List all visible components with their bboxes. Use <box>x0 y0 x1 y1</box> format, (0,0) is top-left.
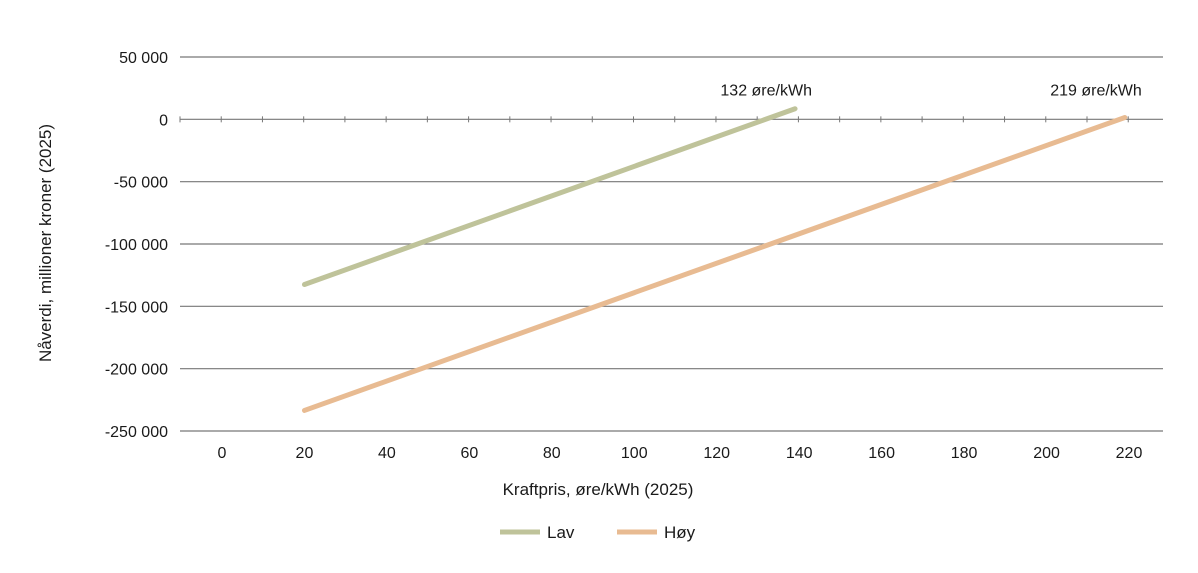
x-tick-label: 40 <box>378 445 396 462</box>
legend-label-hoy: Høy <box>664 523 696 542</box>
x-tick-label: 160 <box>868 445 895 462</box>
y-tick-label: -150 000 <box>105 299 168 316</box>
y-tick-label: -50 000 <box>114 175 168 192</box>
series-line-lav <box>301 106 798 288</box>
x-tick-label: 200 <box>1033 445 1060 462</box>
x-tick-labels: 0 20 40 60 80 100 120 140 160 180 200 220 <box>218 445 1143 462</box>
x-tick-label: 140 <box>786 445 813 462</box>
gridlines <box>179 56 1163 432</box>
x-tick-label: 180 <box>951 445 978 462</box>
x-tick-label: 80 <box>543 445 561 462</box>
y-tick-label: -200 000 <box>105 362 168 379</box>
y-tick-label: 50 000 <box>119 50 168 67</box>
x-tick-label: 220 <box>1116 445 1143 462</box>
annotations: 132 øre/kWh 219 øre/kWh <box>720 83 1141 100</box>
annotation-label: 132 øre/kWh <box>720 83 812 100</box>
x-tick-label: 120 <box>703 445 730 462</box>
legend: Lav Høy <box>500 523 696 542</box>
x-tick-label: 20 <box>296 445 314 462</box>
y-tick-label: -250 000 <box>105 424 168 441</box>
x-tick-label: 0 <box>218 445 227 462</box>
legend-label-lav: Lav <box>547 523 575 542</box>
series-lines <box>301 106 1128 413</box>
annotation-label: 219 øre/kWh <box>1050 83 1142 100</box>
series-line-høy <box>301 114 1128 413</box>
y-axis-title: Nåverdi, millioner kroner (2025) <box>36 124 55 362</box>
x-tick-label: 60 <box>460 445 478 462</box>
y-tick-label: 0 <box>159 112 168 129</box>
x-tick-label: 100 <box>621 445 648 462</box>
x-axis-title: Kraftpris, øre/kWh (2025) <box>503 480 694 499</box>
y-tick-label: -100 000 <box>105 237 168 254</box>
y-tick-labels: 50 000 0 -50 000 -100 000 -150 000 -200 000 -2… <box>105 50 168 441</box>
